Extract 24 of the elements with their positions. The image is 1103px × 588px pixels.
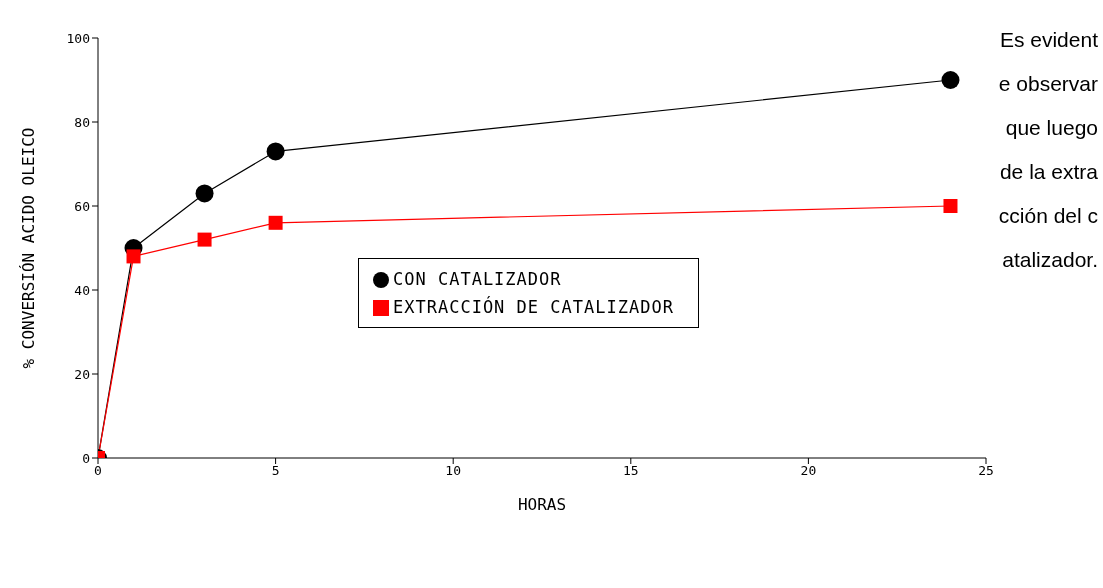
text: Es evidente observar que luego de la extracción del catalizador. [998,27,1098,273]
y-tick-label: 20 [74,366,90,382]
y-tick-label: 0 [82,450,90,466]
x-tick-label: 0 [94,463,102,479]
point [126,249,141,264]
y-tick-label: 100 [66,30,90,46]
x-tick-label: 5 [271,463,280,479]
point [195,184,214,203]
y-tick-label: 40 [74,282,90,298]
x-tick-label: 20 [800,463,817,479]
x-tick-label: 25 [978,463,994,479]
point [943,199,958,213]
legend-label: EXTRACCIÓN DE CATALIZADOR [393,297,674,317]
point [266,142,285,161]
x-tick-label: 15 [622,463,639,479]
legend-label: CON CATALIZADOR [393,269,562,289]
y-axis-title: % CONVERSIÓN ACIDO OLEICO [18,127,38,369]
x-tick-label: 10 [445,463,462,479]
point [941,71,960,89]
point [268,215,283,230]
point [197,232,212,247]
y-tick-label: 80 [74,114,90,130]
y-tick-label: 60 [74,198,90,214]
x-axis-title: HORAS [517,495,567,514]
